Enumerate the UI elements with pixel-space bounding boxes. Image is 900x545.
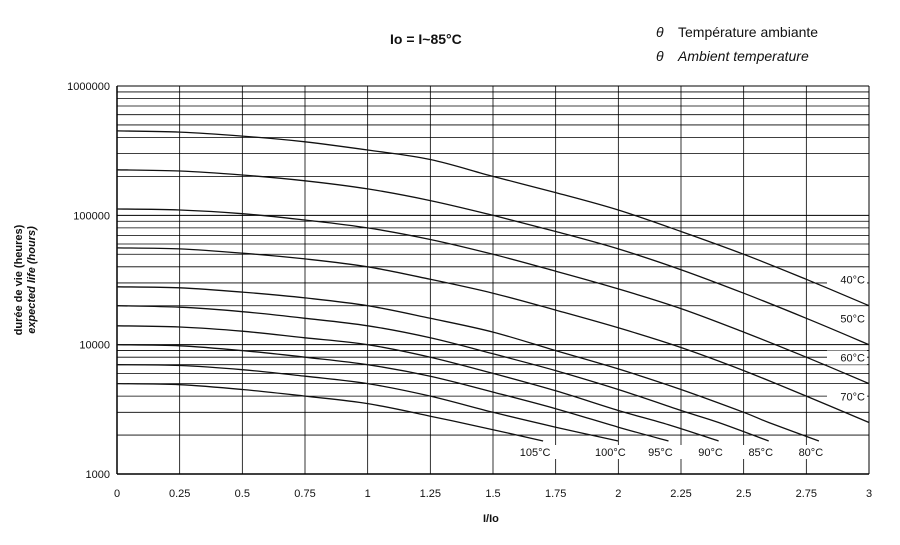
curve-100°C — [116, 364, 619, 442]
legend-line-1: θ Température ambiante — [656, 24, 818, 40]
y-tick-label: 1000 — [86, 469, 110, 481]
legend-line-2: θ Ambient temperature — [656, 48, 809, 64]
y-tick-label: 100000 — [73, 210, 110, 222]
curve-95°C — [116, 344, 669, 442]
tick-labels: 0 0.25 0.5 0.75 1 1.25 1.5 1.75 2 2.25 2.5 2.75 3 100… — [67, 81, 872, 500]
y-axis-label: durée de vie (heures) expected life (hou… — [13, 225, 39, 336]
curve-label-bg — [788, 445, 833, 459]
curve-label: 80°C — [799, 447, 824, 459]
curve-label-bg — [738, 445, 783, 459]
curve-label: 40°C — [840, 275, 865, 287]
y-axis-label-fr: durée de vie (heures) — [13, 224, 25, 336]
legend-text-en: Ambient temperature — [678, 48, 809, 64]
theta-symbol: θ — [656, 24, 664, 40]
x-tick-label: 1.75 — [545, 488, 566, 500]
theta-symbol: θ — [656, 48, 664, 64]
curve-label-bg — [827, 350, 867, 365]
chart-title: Io = I~85°C — [390, 31, 462, 47]
curve-label: 90°C — [698, 447, 723, 459]
curve-80°C — [116, 286, 820, 442]
curve-label: 105°C — [520, 447, 551, 459]
curve-label: 85°C — [748, 447, 773, 459]
curve-label-bg — [827, 389, 867, 404]
curve-label-bg — [513, 445, 558, 459]
y-tick-label: 1000000 — [67, 81, 110, 93]
curve-label-bg — [638, 445, 683, 459]
curve-105°C — [116, 382, 544, 442]
legend-text-fr: Température ambiante — [678, 24, 819, 40]
x-tick-label: 1.25 — [420, 488, 441, 500]
curves — [116, 130, 870, 442]
y-tick-label: 10000 — [79, 340, 110, 352]
curve-label-bg — [827, 272, 867, 287]
curve-label: 70°C — [840, 392, 865, 404]
x-tick-label: 1.5 — [485, 488, 500, 500]
x-tick-label: 2.5 — [736, 488, 751, 500]
curve-40°C — [116, 130, 870, 307]
x-tick-label: 3 — [866, 488, 872, 500]
x-tick-label: 2.25 — [670, 488, 691, 500]
curve-50°C — [116, 169, 870, 346]
curve-label: 60°C — [840, 353, 865, 365]
y-axis-label-en: expected life (hours) — [26, 226, 38, 334]
curve-label-bg — [688, 445, 733, 459]
x-tick-label: 0.25 — [169, 488, 190, 500]
curve-70°C — [116, 247, 870, 424]
x-tick-label: 2.75 — [796, 488, 817, 500]
curve-90°C — [116, 325, 719, 442]
curve-labels: 40°C 50°C 60°C 70°C 80°C 85°C 90°C 95°C 100°C 105… — [513, 272, 867, 459]
x-tick-label: 0.5 — [235, 488, 250, 500]
curve-label: 100°C — [595, 447, 626, 459]
curve-85°C — [116, 305, 769, 442]
curve-label-bg — [588, 445, 633, 459]
curve-label-bg — [827, 311, 867, 326]
curve-label: 50°C — [840, 314, 865, 326]
curve-60°C — [116, 208, 870, 385]
x-tick-label: 0.75 — [294, 488, 315, 500]
grid — [116, 85, 870, 475]
x-axis-label: I/Io — [483, 513, 499, 525]
x-tick-label: 2 — [615, 488, 621, 500]
curve-label: 95°C — [648, 447, 673, 459]
x-tick-label: 1 — [365, 488, 371, 500]
x-tick-label: 0 — [114, 488, 120, 500]
